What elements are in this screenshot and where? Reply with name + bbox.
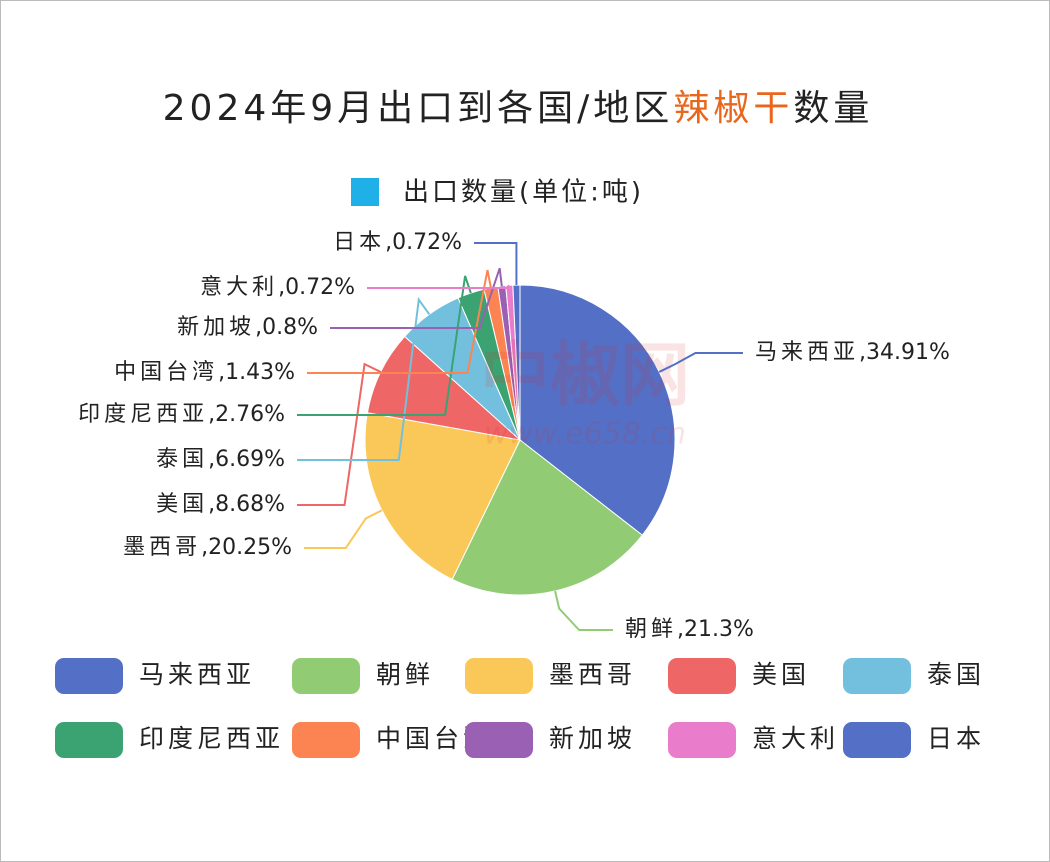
label-category: 印度尼西亚 <box>78 402 208 427</box>
label-category: 泰国 <box>156 447 208 472</box>
data-label: 美国,8.68% <box>156 492 285 517</box>
data-label: 马来西亚,34.91% <box>755 340 950 365</box>
data-label: 墨西哥,20.25% <box>123 535 292 560</box>
legend-label: 印度尼西亚 <box>139 724 284 753</box>
legend-label: 泰国 <box>927 660 985 689</box>
leader-line <box>307 269 492 374</box>
legend-label: 朝鲜 <box>376 660 434 689</box>
title-part: 辣椒干 <box>673 88 793 129</box>
leader-line <box>474 242 518 286</box>
data-label: 泰国,6.69% <box>156 447 285 472</box>
data-label: 日本,0.72% <box>333 230 462 255</box>
label-separator: , <box>208 447 215 472</box>
legend-swatch <box>465 658 533 694</box>
data-label: 新加坡,0.8% <box>177 315 318 340</box>
leader-line <box>554 590 613 631</box>
data-label: 意大利,0.72% <box>200 275 355 300</box>
value-label: 21.3% <box>684 617 754 642</box>
leader-line <box>297 275 472 416</box>
label-separator: , <box>859 340 866 365</box>
data-label: 朝鲜,21.3% <box>625 617 754 642</box>
value-label: 2.76% <box>215 402 285 427</box>
label-category: 马来西亚 <box>755 340 859 365</box>
label-category: 日本 <box>333 230 385 255</box>
label-separator: , <box>218 360 225 385</box>
legend-swatch <box>465 722 533 758</box>
legend-label: 美国 <box>752 660 810 689</box>
label-separator: , <box>208 402 215 427</box>
title-part: 2024年9月出口到各国/地区 <box>163 88 674 129</box>
label-category: 墨西哥 <box>123 535 201 560</box>
value-label: 1.43% <box>225 360 295 385</box>
value-label: 0.72% <box>285 275 355 300</box>
value-label: 0.72% <box>392 230 462 255</box>
leader-line <box>297 297 431 461</box>
label-category: 中国台湾 <box>114 360 218 385</box>
legend-swatch <box>55 722 123 758</box>
legend-label: 意大利 <box>752 724 839 753</box>
label-category: 新加坡 <box>177 315 255 340</box>
label-separator: , <box>208 492 215 517</box>
leader-line <box>658 352 743 373</box>
label-separator: , <box>201 535 208 560</box>
value-label: 8.68% <box>215 492 285 517</box>
data-label: 中国台湾,1.43% <box>114 360 295 385</box>
title-part: 数量 <box>793 88 873 129</box>
label-category: 美国 <box>156 492 208 517</box>
watermark-text: 中椒网 <box>480 334 690 416</box>
series-swatch <box>351 178 379 206</box>
watermark-text: www.e658.cn <box>484 417 686 452</box>
legend-swatch <box>668 658 736 694</box>
legend-swatch <box>668 722 736 758</box>
legend-swatch <box>843 658 911 694</box>
legend-swatch <box>292 722 360 758</box>
value-label: 0.8% <box>262 315 318 340</box>
legend-label: 新加坡 <box>549 724 636 753</box>
label-separator: , <box>677 617 684 642</box>
value-label: 34.91% <box>866 340 950 365</box>
chart-title: 2024年9月出口到各国/地区辣椒干数量 <box>163 88 874 129</box>
watermark: 中椒网 www.e658.cn <box>480 334 690 451</box>
label-separator: , <box>255 315 262 340</box>
legend-label: 马来西亚 <box>139 660 255 689</box>
value-label: 6.69% <box>215 447 285 472</box>
legend-swatch <box>55 658 123 694</box>
legend-swatch <box>292 658 360 694</box>
label-separator: , <box>385 230 392 255</box>
label-category: 意大利 <box>200 275 278 300</box>
data-label: 印度尼西亚,2.76% <box>78 402 285 427</box>
value-label: 20.25% <box>208 535 292 560</box>
legend-label: 墨西哥 <box>549 660 636 689</box>
label-category: 朝鲜 <box>625 617 677 642</box>
legend-label: 日本 <box>927 724 985 753</box>
label-separator: , <box>278 275 285 300</box>
leader-line <box>304 509 383 549</box>
leader-line <box>367 284 510 289</box>
legend-swatch <box>843 722 911 758</box>
leader-line <box>330 267 503 329</box>
leader-line <box>297 362 382 506</box>
pie-slice <box>451 439 644 596</box>
series-name: 出口数量(单位:吨) <box>403 178 644 208</box>
